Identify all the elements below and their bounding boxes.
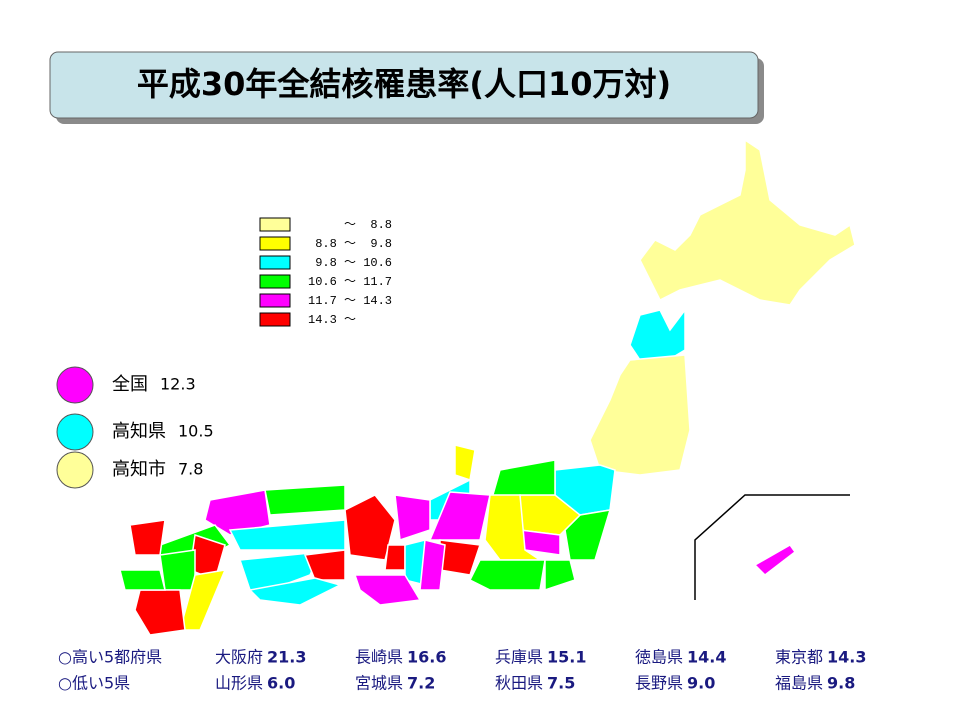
ranking-heading: ○高い5都府県 [58, 648, 162, 667]
reference-name: 高知県 [112, 421, 166, 442]
reference-value: 12.3 [160, 375, 196, 394]
ranking-value: 16.6 [407, 648, 446, 667]
legend-label: 9.8 ～ 10.6 [308, 256, 392, 270]
ranking-name: 秋田県 [495, 674, 543, 693]
ranking-name: 徳島県 [635, 648, 683, 667]
reference-name: 高知市 [112, 459, 166, 480]
ranking-value: 21.3 [267, 648, 306, 667]
ranking-value: 9.8 [827, 674, 855, 693]
reference-marker [56, 451, 94, 489]
ranking-value: 7.2 [407, 674, 435, 693]
title: 平成30年全結核罹患率(人口10万対) [137, 65, 671, 103]
reference-marker [56, 413, 94, 451]
legend-swatch [259, 274, 291, 289]
ranking-value: 6.0 [267, 674, 295, 693]
legend-swatch [259, 217, 291, 232]
legend-label: 11.7 ～ 14.3 [308, 294, 392, 308]
legend-label: 10.6 ～ 11.7 [308, 275, 392, 289]
ranking-name: 大阪府 [215, 648, 263, 667]
ranking-value: 9.0 [687, 674, 715, 693]
reference-values: 全国 12.3 高知県 10.5 高知市 7.8 [56, 366, 214, 489]
title-box [49, 51, 759, 119]
ranking-name: 山形県 [215, 674, 263, 693]
ranking-name: 長野県 [635, 674, 683, 693]
ranking-name: 兵庫県 [495, 648, 543, 667]
ranking-value: 15.1 [547, 648, 586, 667]
reference-value: 10.5 [178, 422, 214, 441]
reference-name: 全国 [112, 374, 148, 395]
ranking-heading: ○低い5県 [58, 674, 130, 693]
reference-marker [56, 366, 94, 404]
legend-label: ～ 8.8 [308, 218, 392, 232]
ranking-name: 宮城県 [355, 674, 403, 693]
reference-value: 7.8 [178, 460, 203, 479]
legend-swatch [259, 236, 291, 251]
ranking-name: 長崎県 [355, 648, 403, 667]
ranking-value: 14.3 [827, 648, 866, 667]
ranking-name: 東京都 [775, 648, 823, 667]
rankings: ○高い5都府県 大阪府 21.3 長崎県 16.6 兵庫県 15.1 徳島県 14.4 東京都 14… [58, 648, 867, 693]
legend: ～ 8.8 8.8 ～ 9.8 9.8 ～ 10.6 10.6 ～ 11.7 11.… [259, 217, 392, 327]
ranking-value: 14.4 [687, 648, 726, 667]
legend-swatch [259, 255, 291, 270]
legend-swatch [259, 312, 291, 327]
ranking-name: 福島県 [775, 674, 823, 693]
legend-swatch [259, 293, 291, 308]
japan-map [119, 138, 856, 636]
legend-label: 8.8 ～ 9.8 [308, 237, 392, 251]
ranking-value: 7.5 [547, 674, 575, 693]
legend-label: 14.3 ～ [308, 313, 356, 327]
